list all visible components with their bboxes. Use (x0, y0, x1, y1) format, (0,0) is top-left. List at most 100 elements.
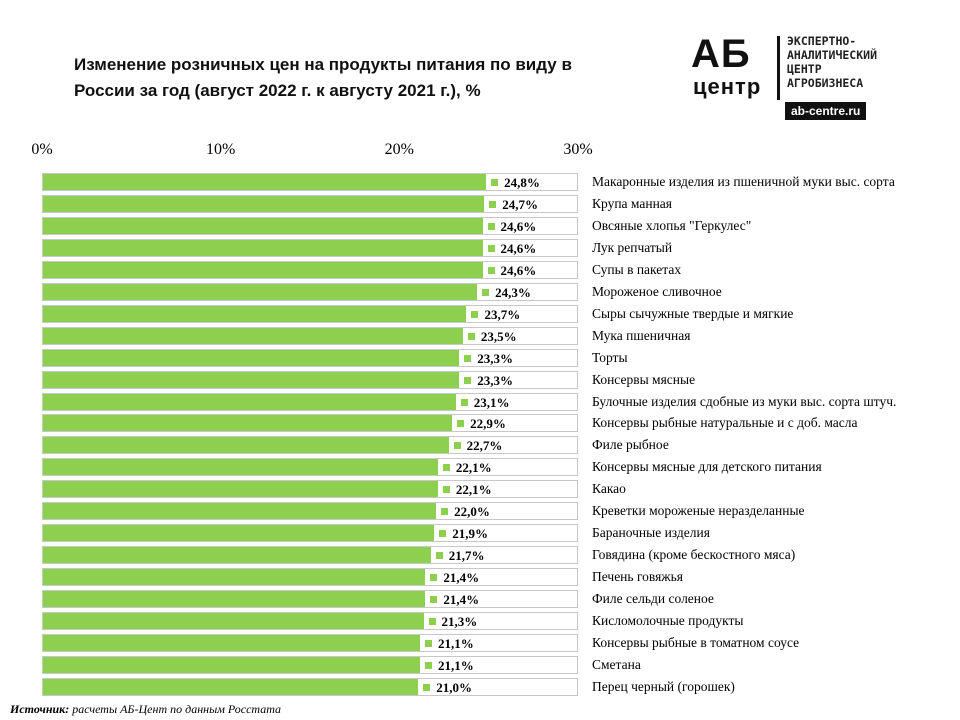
logo-caption-line: АГРОБИЗНЕСА (787, 76, 864, 90)
legend-square-icon (460, 398, 468, 406)
data-label-text: 24,8% (504, 175, 540, 190)
logo-centr-text: центр (693, 74, 762, 99)
data-label: 23,5% (467, 328, 517, 346)
data-label: 21,7% (435, 547, 484, 565)
legend-square-icon (489, 200, 497, 208)
category-label: Крупа манная (592, 195, 673, 211)
logo-caption-line: АНАЛИТИЧЕСКИЙ (787, 48, 878, 62)
bar-row: 23,3% (42, 370, 578, 389)
bar (43, 261, 483, 278)
legend-square-icon (430, 596, 438, 604)
bar (43, 634, 420, 651)
bar (43, 415, 453, 432)
data-label-text: 21,1% (437, 657, 474, 673)
ab-centre-logo: АБ центр ЭКСПЕРТНО- АНАЛИТИЧЕСКИЙ ЦЕНТР … (691, 34, 936, 120)
legend-square-icon (453, 442, 461, 450)
legend-square-icon (435, 552, 443, 560)
legend-square-icon (471, 310, 479, 318)
category-label: Филе рыбное (592, 437, 669, 453)
category-label: Макаронные изделия из пшеничной муки выс… (592, 174, 895, 189)
bar (43, 371, 460, 388)
bar-row: 24,3% (42, 282, 578, 302)
category-label: Перец черный (горошек) (592, 678, 735, 694)
bar (43, 195, 485, 212)
data-label: 21,9% (439, 525, 488, 543)
data-label-text: 22,0% (454, 504, 490, 520)
legend-square-icon (487, 266, 495, 274)
legend-square-icon (482, 288, 490, 296)
bar-row: 21,4% (42, 568, 578, 587)
bar-row: 21,3% (42, 612, 578, 630)
data-label-text: 24,3% (495, 284, 531, 300)
category-label: Торты (592, 349, 628, 365)
data-label: 24,6% (487, 262, 537, 280)
source-label: Источник: (10, 702, 70, 716)
data-label: 22,0% (441, 503, 490, 521)
data-label: 22,9% (457, 415, 506, 433)
legend-square-icon (487, 244, 495, 252)
data-label-text: 21,3% (441, 614, 478, 629)
x-tick-label: 30% (563, 141, 593, 158)
category-label: Консервы мясные для детского питания (592, 459, 822, 475)
data-label: 24,6% (487, 240, 536, 258)
data-label: 23,7% (471, 306, 520, 324)
bar-row: 22,1% (42, 480, 578, 499)
bar (43, 393, 456, 410)
data-label-text: 22,7% (466, 438, 503, 454)
data-label-text: 22,1% (455, 482, 492, 498)
logo-caption: ЭКСПЕРТНО- АНАЛИТИЧЕСКИЙ ЦЕНТР АГРОБИЗНЕ… (787, 34, 937, 90)
category-label: Булочные изделия сдобные из муки выс. со… (592, 393, 897, 409)
bar-row: 21,0% (42, 677, 578, 697)
bar (43, 525, 435, 542)
bar-row: 23,1% (42, 392, 578, 412)
category-label: Печень говяжья (592, 569, 683, 585)
data-label-text: 22,9% (470, 416, 506, 432)
data-label: 23,3% (464, 350, 513, 368)
category-label: Говядина (кроме бескостного мяса) (592, 547, 796, 563)
category-label: Какао (592, 481, 626, 497)
logo-url: ab-centre.ru (785, 102, 867, 120)
bar-row: 24,6% (42, 260, 578, 280)
data-label: 24,8% (491, 174, 540, 192)
data-label: 21,4% (430, 591, 479, 609)
bar-row: 24,6% (42, 216, 578, 236)
data-label-text: 23,3% (477, 372, 514, 388)
legend-square-icon (487, 222, 495, 230)
bar-row: 22,7% (42, 436, 578, 455)
bar (43, 305, 467, 322)
logo-caption-line: ЦЕНТР (787, 62, 822, 76)
data-label: 23,1% (460, 394, 509, 412)
data-label: 24,3% (482, 284, 531, 302)
category-label: Консервы рыбные натуральные и с доб. мас… (592, 415, 858, 431)
legend-square-icon (442, 486, 450, 494)
bar-row: 23,7% (42, 304, 578, 324)
legend-square-icon (464, 376, 472, 384)
data-label: 24,6% (487, 218, 537, 236)
data-label-text: 21,4% (443, 570, 480, 586)
category-label: Сметана (592, 656, 641, 672)
data-label-text: 21,4% (443, 592, 480, 608)
bar (43, 437, 449, 454)
data-label: 22,7% (453, 437, 503, 455)
legend-square-icon (423, 683, 431, 691)
bar-row: 21,1% (42, 655, 578, 674)
data-label: 21,0% (423, 679, 472, 697)
bar-row: 22,1% (42, 458, 578, 477)
bar (43, 591, 426, 608)
category-label: Креветки мороженые неразделанные (592, 503, 805, 519)
data-label-text: 24,6% (500, 218, 537, 234)
bar (43, 613, 424, 629)
legend-square-icon (439, 530, 447, 538)
data-label: 22,1% (442, 459, 492, 477)
bar (43, 349, 460, 366)
bar (43, 217, 483, 234)
data-label-text: 24,7% (502, 196, 539, 212)
bar-row: 21,1% (42, 633, 578, 652)
data-label-text: 24,6% (500, 262, 537, 278)
bar-row: 22,9% (42, 414, 578, 433)
source-text: расчеты АБ-Цент по данным Росстата (72, 702, 282, 716)
legend-square-icon (424, 639, 432, 647)
bar-row: 23,5% (42, 326, 578, 346)
bar-row: 24,7% (42, 194, 578, 213)
legend-square-icon (464, 354, 472, 362)
